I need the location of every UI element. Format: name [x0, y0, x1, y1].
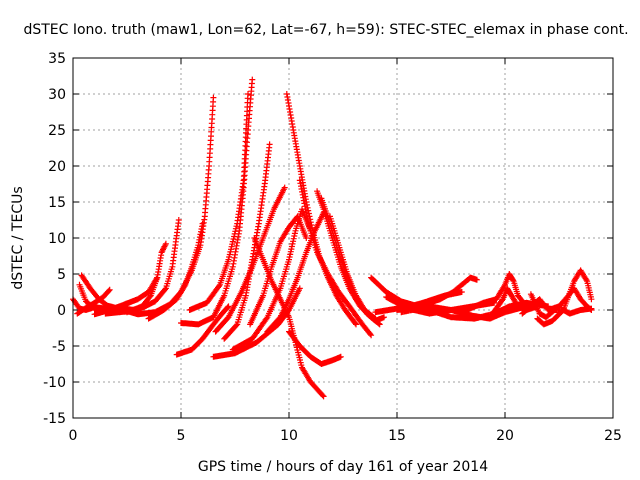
data-points: [70, 76, 595, 400]
data-point-markers: [394, 289, 465, 313]
data-point-markers: [327, 213, 379, 322]
y-tick-label-2: -5: [52, 339, 66, 355]
y-tick-label-3: 0: [57, 303, 66, 319]
x-tick-label-5: 25: [604, 428, 622, 444]
y-tick-label-0: -15: [43, 411, 66, 427]
data-series-arc-35: [534, 267, 595, 328]
y-tick-label-5: 10: [48, 231, 66, 247]
data-point-markers: [229, 206, 314, 353]
data-point-markers: [458, 271, 530, 316]
chart-title: dSTEC Iono. truth (maw1, Lon=62, Lat=-67…: [23, 22, 628, 38]
y-tick-label-4: 5: [57, 267, 66, 283]
data-series-arc-13: [212, 184, 288, 335]
data-point-markers: [145, 220, 206, 322]
data-point-markers: [124, 240, 169, 316]
x-axis-label: GPS time / hours of day 161 of year 2014: [198, 459, 488, 475]
data-point-markers: [221, 141, 273, 342]
data-point-markers: [286, 328, 344, 367]
plot-frame: [72, 57, 614, 419]
data-point-markers: [178, 76, 256, 328]
grid: [73, 58, 613, 418]
data-series-arc-31: [458, 271, 530, 316]
y-tick-label-8: 25: [48, 123, 66, 139]
y-tick-label-7: 20: [48, 159, 66, 175]
data-point-markers: [212, 184, 288, 335]
data-series-arc-21: [296, 177, 375, 339]
data-series-arc-11: [186, 91, 251, 313]
y-tick-label-10: 35: [48, 51, 66, 67]
data-point-markers: [296, 177, 375, 339]
data-point-markers: [264, 209, 327, 335]
data-point-markers: [318, 195, 387, 324]
data-series-arc-12: [210, 285, 303, 360]
data-series-arc-23: [318, 195, 387, 324]
axis-ticks: 0 5 10 15 20 25 -15 -10 -5 0 5 10 15 20 25 30 35: [43, 51, 622, 444]
data-series-arc-7: [124, 240, 169, 316]
y-tick-label-9: 30: [48, 87, 66, 103]
data-point-markers: [173, 303, 232, 358]
data-point-markers: [210, 285, 303, 360]
data-series-arc-14: [221, 141, 273, 342]
data-series-arc-20: [286, 328, 344, 367]
data-series-arc-9: [173, 303, 232, 358]
x-tick-label-0: 0: [69, 428, 78, 444]
x-tick-label-1: 5: [177, 428, 186, 444]
y-tick-label-6: 15: [48, 195, 66, 211]
data-point-markers: [534, 267, 595, 328]
x-tick-label-3: 15: [388, 428, 406, 444]
y-tick-label-1: -10: [43, 375, 66, 391]
data-series-arc-10: [178, 76, 256, 328]
x-tick-label-4: 20: [496, 428, 514, 444]
data-series-arc-18: [264, 209, 327, 335]
x-tick-label-2: 10: [280, 428, 298, 444]
data-series-arc-24: [327, 213, 379, 322]
data-series-arc-28: [394, 289, 465, 313]
data-series-arc-15: [229, 206, 314, 353]
data-series-arc-8: [145, 220, 206, 322]
data-point-markers: [186, 91, 251, 313]
y-axis-label: dSTEC / TECUs: [10, 186, 26, 289]
